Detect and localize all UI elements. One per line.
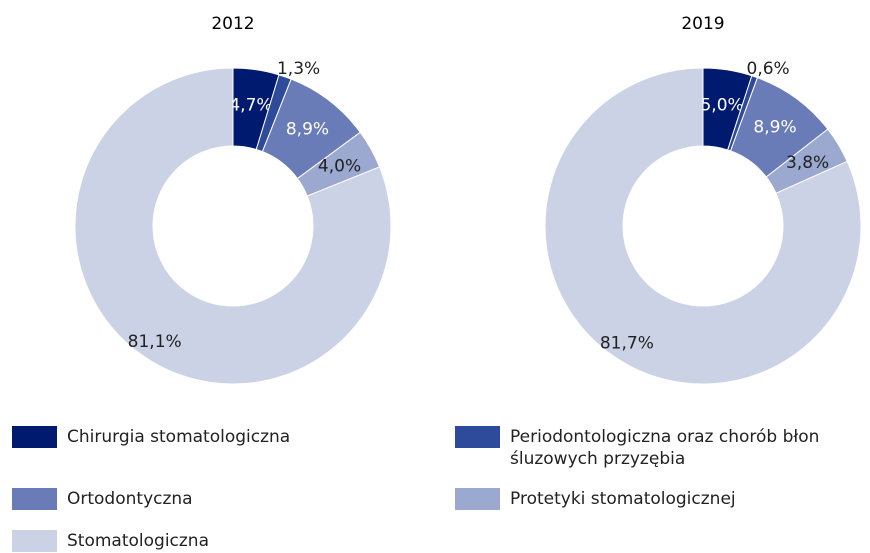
legend-label: Stomatologiczna: [67, 531, 210, 551]
data-label: 1,3%: [277, 59, 320, 79]
legend-swatch: [455, 426, 500, 448]
legend-item: Ortodontyczna: [12, 488, 427, 510]
legend-item: Protetyki stomatologicznej: [455, 488, 870, 510]
legend-item: Chirurgia stomatologiczna: [12, 426, 427, 448]
legend-label: Protetyki stomatologicznej: [510, 489, 736, 509]
legend-swatch: [12, 488, 57, 510]
legend-label: Periodontologiczna oraz chorób błon śluz…: [510, 427, 820, 469]
legend-swatch: [455, 488, 500, 510]
donut-segment: Stomatologiczna: [74, 67, 392, 385]
donut-segment: Stomatologiczna: [544, 67, 862, 385]
legend-label: Chirurgia stomatologiczna: [67, 427, 291, 447]
legend-swatch: [12, 426, 57, 448]
legend-label: Ortodontyczna: [67, 489, 193, 509]
data-label: 4,0%: [318, 157, 361, 177]
legend-item: Periodontologiczna oraz chorób błon śluz…: [455, 426, 870, 470]
data-label: 5,0%: [700, 96, 743, 116]
data-label: 0,6%: [747, 59, 790, 79]
data-label: 81,1%: [128, 332, 182, 352]
data-label: 81,7%: [600, 333, 654, 353]
legend-item: Stomatologiczna: [12, 530, 427, 552]
data-label: 8,9%: [286, 119, 329, 139]
data-label: 4,7%: [229, 95, 272, 115]
data-label: 3,8%: [786, 153, 829, 173]
charts: 2012Chirurgia stomatologiczna4,7%Periodo…: [74, 14, 862, 385]
chart-title: 2012: [211, 14, 254, 34]
legend-swatch: [12, 530, 57, 552]
legend: Chirurgia stomatologiczna Periodontologic…: [0, 410, 870, 553]
data-label: 8,9%: [753, 118, 796, 138]
chart-title: 2019: [681, 14, 724, 34]
